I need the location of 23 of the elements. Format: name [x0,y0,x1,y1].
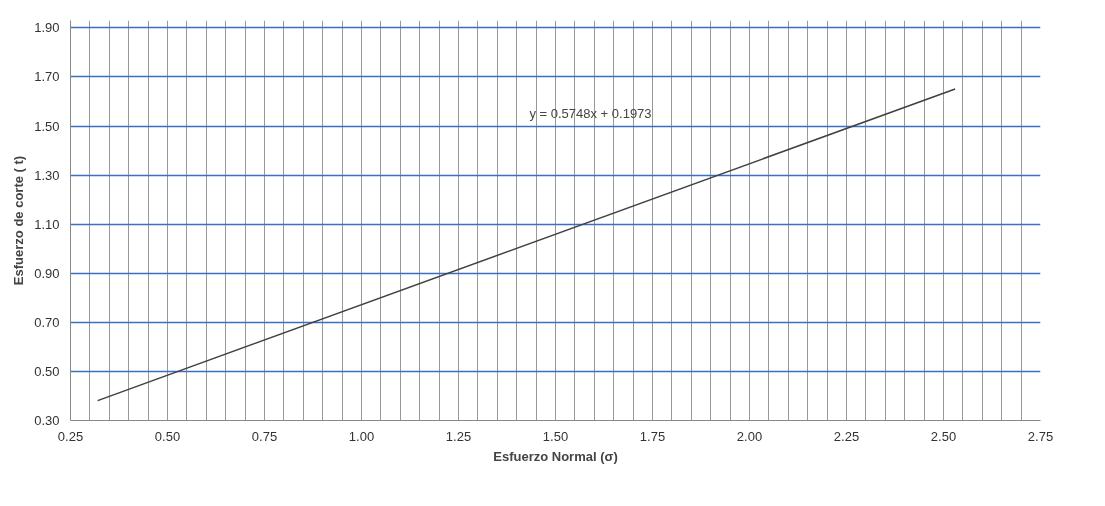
y-tick-label: 0.90 [34,265,60,281]
y-tick-label: 0.70 [34,314,60,330]
y-tick-label: 1.50 [34,118,60,134]
x-tick-label: 0.25 [57,428,84,444]
x-tick-label: 2.50 [930,428,957,444]
y-tick-label: 1.30 [34,167,60,183]
x-tick-label: 0.50 [154,428,181,444]
annotation: y = 0.5748x + 0.1973 [529,105,652,121]
y-tick-label: 1.10 [34,216,60,232]
y-tick-label: 0.30 [34,413,60,428]
x-tick-label: 2.75 [1027,428,1054,444]
x-tick-label: 0.75 [251,428,278,444]
x-tick-label: 1.75 [639,428,666,444]
x-axis-title: Esfuerzo Normal (σ) [493,448,618,464]
y-tick-label: 1.70 [34,69,60,85]
x-tick-label: 2.00 [736,428,763,444]
x-tick-label: 1.00 [348,428,375,444]
y-axis-title: Esfuerzo de corte ( t) [11,155,27,286]
y-tick-label: 1.90 [34,20,60,36]
y-tick-label: 0.50 [34,363,60,379]
x-tick-label: 1.50 [542,428,569,444]
x-tick-label: 1.25 [445,428,472,444]
x-tick-label: 2.25 [833,428,860,444]
